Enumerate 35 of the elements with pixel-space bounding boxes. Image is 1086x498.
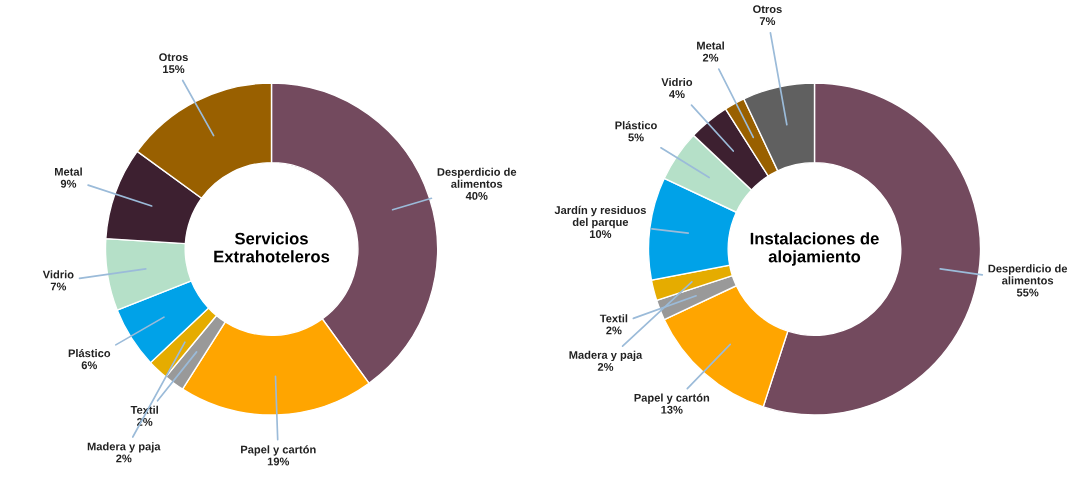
data-label: 4% <box>669 90 685 99</box>
slice-label: Desperdicio de alimentos <box>437 167 517 188</box>
slice-label: Vidrio <box>661 77 693 87</box>
slice-label: Otros <box>753 5 782 14</box>
data-label: 2% <box>116 454 132 463</box>
data-label: 2% <box>606 326 622 335</box>
data-label: 13% <box>661 405 683 414</box>
text: Instalaciones de alojamiento <box>750 232 879 266</box>
data-label: 40% <box>465 191 488 200</box>
data-label: 9% <box>60 179 77 188</box>
data-label: 15% <box>163 65 185 74</box>
slice-label: Papel y cartón <box>634 393 710 404</box>
slice-label: Plástico <box>615 121 657 130</box>
slice-label: Textil <box>130 405 158 414</box>
slice-label: Madera y paja <box>569 350 643 362</box>
data-label: 5% <box>628 133 644 142</box>
data-label: 55% <box>1016 288 1039 297</box>
data-label: 10% <box>589 230 612 238</box>
slice-label: Metal <box>55 167 82 176</box>
slice-label: Jardín y residuos del parque <box>554 205 646 229</box>
data-label: 2% <box>702 53 719 62</box>
slice-label: Papel y cartón <box>241 445 316 456</box>
data-label: 7% <box>50 282 67 291</box>
slice-label: Metal <box>697 41 724 50</box>
data-label: 19% <box>267 457 290 466</box>
slice-label: Textil <box>599 314 628 323</box>
slice-label: Vidrio <box>42 270 74 279</box>
slice-label: Desperdicio de alimentos <box>988 264 1068 285</box>
slice-label: Plástico <box>68 348 111 358</box>
data-label: 6% <box>81 361 98 370</box>
data-label: 7% <box>759 17 776 26</box>
text: Servicios Extrahoteleros <box>214 232 330 263</box>
slice-label: Otros <box>159 53 188 62</box>
slice-label: Madera y paja <box>87 442 161 453</box>
data-label: 2% <box>597 363 614 371</box>
